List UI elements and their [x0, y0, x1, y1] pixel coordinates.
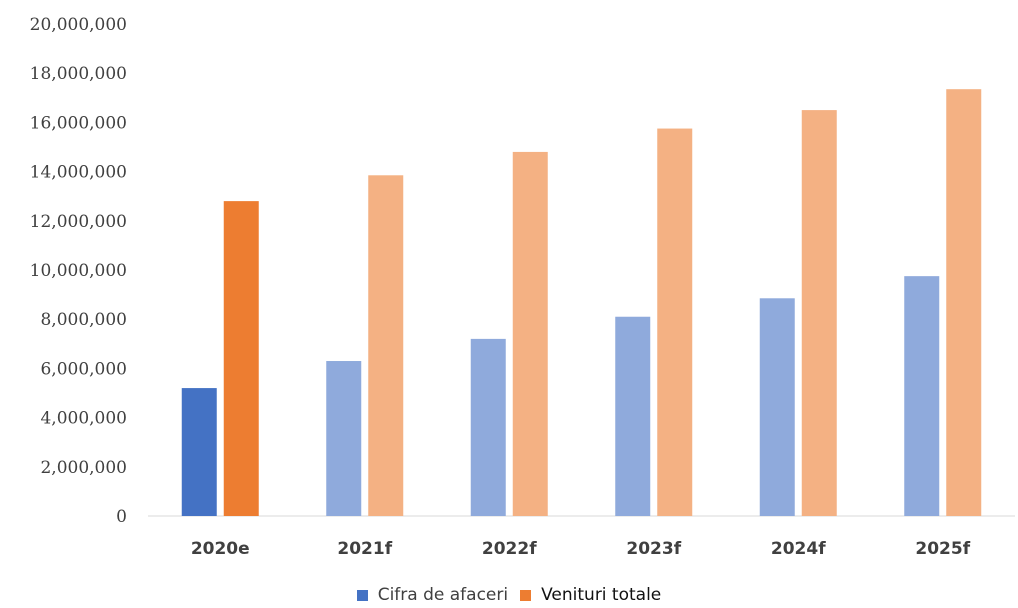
y-tick-label: 16,000,000 — [30, 113, 127, 133]
bar-cifra-de-afaceri-2020e — [181, 388, 217, 516]
legend-label-cifra-de-afaceri: Cifra de afaceri — [377, 585, 509, 605]
y-tick-label: 8,000,000 — [40, 310, 127, 330]
bar-cifra-de-afaceri-2021f — [326, 361, 362, 516]
x-tick-label: 2023f — [626, 539, 681, 559]
legend-swatch-cifra-de-afaceri — [356, 589, 368, 601]
y-tick-label: 12,000,000 — [30, 212, 127, 232]
bar-cifra-de-afaceri-2023f — [615, 316, 651, 516]
y-tick-label: 18,000,000 — [30, 64, 127, 84]
y-tick-label: 2,000,000 — [40, 458, 127, 478]
y-tick-label: 14,000,000 — [30, 163, 127, 183]
bar-venituri-totale-2024f — [801, 110, 837, 516]
bar-venituri-totale-2021f — [368, 175, 404, 517]
legend-item-cifra-de-afaceri: Cifra de afaceri — [356, 585, 509, 605]
bar-cifra-de-afaceri-2022f — [470, 338, 506, 516]
bar-venituri-totale-2023f — [657, 128, 693, 517]
y-axis: 0 2,000,000 4,000,000 6,000,000 8,000,000 10,… — [30, 15, 127, 527]
x-tick-label: 2021f — [337, 539, 392, 559]
x-tick-label: 2024f — [771, 539, 826, 559]
y-tick-label: 0 — [116, 507, 127, 527]
bars — [181, 89, 982, 517]
bar-cifra-de-afaceri-2024f — [759, 298, 795, 516]
legend-item-venituri-totale: Venituri totale — [520, 585, 661, 605]
bar-venituri-totale-2025f — [946, 89, 982, 516]
bar-venituri-totale-2020e — [223, 201, 259, 516]
x-axis: 2020e 2021f 2022f 2023f 2024f 2025f — [191, 539, 971, 559]
legend: Cifra de afaceri Venituri totale — [0, 582, 1018, 608]
legend-swatch-venituri-totale — [520, 589, 532, 601]
y-tick-label: 20,000,000 — [30, 15, 127, 35]
x-tick-label: 2025f — [915, 539, 970, 559]
legend-label-venituri-totale: Venituri totale — [541, 585, 662, 605]
bar-cifra-de-afaceri-2025f — [904, 276, 940, 516]
x-tick-label: 2020e — [191, 539, 250, 559]
x-tick-label: 2022f — [482, 539, 537, 559]
y-tick-label: 6,000,000 — [40, 359, 127, 379]
bar-venituri-totale-2022f — [512, 151, 548, 517]
y-tick-label: 10,000,000 — [30, 261, 127, 281]
y-tick-label: 4,000,000 — [40, 409, 127, 429]
